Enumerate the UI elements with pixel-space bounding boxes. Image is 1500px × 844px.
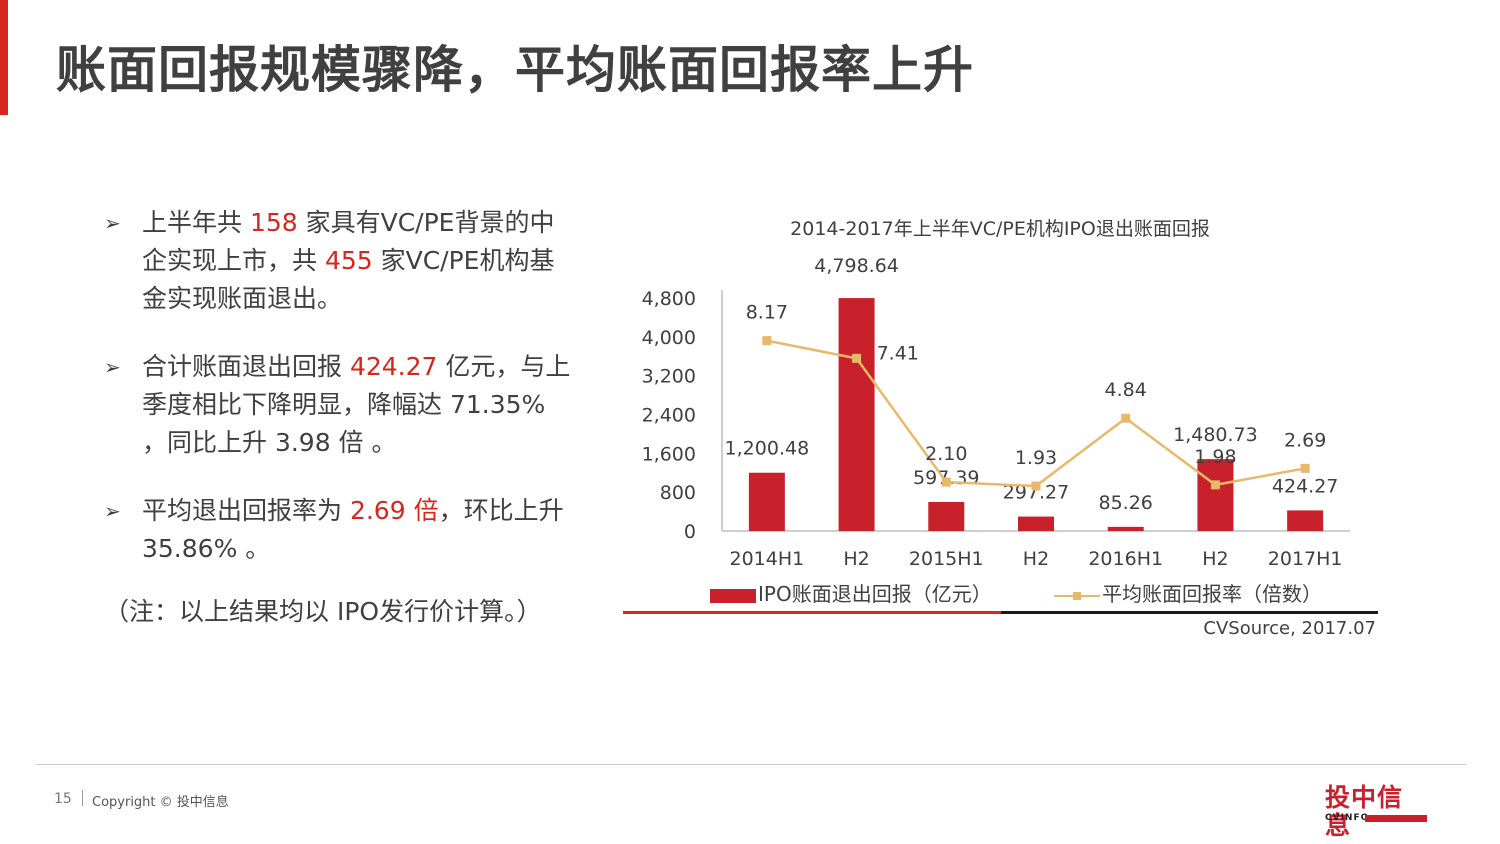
source-note: CVSource, 2017.07 (1203, 618, 1376, 639)
highlight-number: 158 (249, 208, 298, 237)
line-data-label: 1.93 (1015, 447, 1057, 469)
x-tick-label: 2015H1 (909, 548, 984, 570)
legend-label: IPO账面退出回报（亿元） (758, 582, 992, 606)
bar-data-label: 4,798.64 (814, 255, 899, 277)
x-tick-label: H2 (1023, 548, 1049, 570)
y-tick-label: 1,600 (642, 443, 696, 465)
highlight-number: 2.69 倍 (349, 496, 439, 525)
line-data-label: 8.17 (746, 302, 788, 324)
arrow-bullet-icon: ➢ (104, 211, 121, 235)
divider-red (623, 611, 1001, 614)
bar-data-label: 1,480.73 (1173, 424, 1258, 446)
line-data-label: 2.69 (1284, 429, 1326, 451)
bullet-list: ➢ 上半年共 158 家具有VC/PE背景的中企实现上市，共 455 家VC/P… (104, 204, 574, 598)
x-tick-label: 2014H1 (729, 548, 804, 570)
bar (1018, 516, 1054, 531)
bullet-item-2: ➢ 合计账面退出回报 424.27 亿元，与上季度相比下降明显，降幅达 71.3… (104, 348, 574, 462)
x-tick-label: H2 (1202, 548, 1228, 570)
x-tick-label: H2 (843, 548, 869, 570)
line-point (1031, 481, 1041, 491)
line-point (941, 477, 951, 487)
bullet-item-1: ➢ 上半年共 158 家具有VC/PE背景的中企实现上市，共 455 家VC/P… (104, 204, 574, 318)
bar-data-label: 1,200.48 (725, 438, 810, 460)
logo-subtext: CVINFO (1325, 813, 1370, 823)
bar-data-label: 297.27 (1003, 482, 1069, 504)
chart-title: 2014-2017年上半年VC/PE机构IPO退出账面回报 (790, 218, 1210, 240)
line-data-label: 4.84 (1105, 379, 1147, 401)
x-tick-label: 2016H1 (1088, 548, 1163, 570)
bullet-text: 合计账面退出回报 (142, 352, 350, 381)
highlight-number: 455 (324, 246, 373, 275)
line-data-label: 1.98 (1194, 446, 1236, 468)
line-point (1121, 413, 1131, 423)
legend-line-swatch (1054, 589, 1101, 603)
footer-divider (36, 764, 1466, 765)
legend-bar-swatch (710, 588, 756, 603)
bar (1197, 459, 1234, 531)
page-title: 账面回报规模骤降，平均账面回报率上升 (56, 41, 974, 99)
title-accent-bar (0, 0, 8, 115)
bullet-text: 上半年共 (142, 208, 250, 237)
highlight-number: 424.27 (349, 352, 438, 381)
divider-black (1001, 611, 1378, 614)
y-tick-label: 2,400 (642, 405, 696, 427)
bullet-text: 家VC/PE机构基金实现账面退出。 (142, 246, 555, 313)
bullet-text: 亿元，与上季度相比下降明显，降幅达 71.35% ，同比上升 3.98 倍 。 (142, 352, 571, 457)
legend-item-bar: IPO账面退出回报（亿元） (710, 578, 992, 607)
bar (838, 298, 875, 531)
copyright-text: Copyright © 投中信息 (92, 795, 229, 810)
page-number: 15 (54, 791, 72, 807)
bar (928, 502, 965, 531)
line-point (1300, 463, 1310, 473)
x-tick-label: 2017H1 (1268, 548, 1343, 570)
bar-data-label: 424.27 (1272, 475, 1338, 497)
line-data-label: 2.10 (925, 443, 967, 465)
y-tick-label: 0 (684, 521, 696, 543)
chart-plot: 0 800 1,600 2,400 3,200 4,000 4,800 2014H1 H2 201… (642, 255, 1350, 570)
y-tick-label: 800 (660, 482, 696, 504)
y-tick-label: 4,800 (642, 288, 696, 310)
arrow-bullet-icon: ➢ (104, 355, 121, 379)
bullet-text: 家具有VC/PE背景的中企实现上市，共 (142, 208, 555, 275)
chart-legend: IPO账面退出回报（亿元） 平均账面回报率（倍数） (710, 578, 1322, 607)
footer-separator (82, 790, 83, 806)
bar (748, 472, 785, 531)
bullet-text: ，环比上升 35.86% 。 (142, 496, 564, 563)
bar-data-label: 85.26 (1099, 492, 1153, 514)
bar (1287, 510, 1324, 531)
bullet-text: 平均退出回报率为 (142, 496, 350, 525)
line-point (852, 353, 862, 363)
y-tick-label: 3,200 (642, 366, 696, 388)
line-point (762, 336, 772, 346)
logo-text: 投中信息 (1325, 783, 1404, 840)
legend-item-line: 平均账面回报率（倍数） (998, 578, 1322, 607)
company-logo: 投中信息 CVINFO (1325, 784, 1427, 840)
arrow-bullet-icon: ➢ (104, 499, 121, 523)
bullet-item-3: ➢ 平均退出回报率为 2.69 倍，环比上升 35.86% 。 (104, 492, 574, 568)
logo-bar (1365, 815, 1427, 822)
bar (1107, 526, 1144, 531)
line-data-label: 7.41 (877, 342, 919, 364)
legend-label: 平均账面回报率（倍数） (1102, 582, 1323, 606)
line-point (1210, 480, 1220, 490)
footnote: （注：以上结果均以 IPO发行价计算。） (104, 597, 542, 626)
y-tick-label: 4,000 (642, 327, 696, 349)
